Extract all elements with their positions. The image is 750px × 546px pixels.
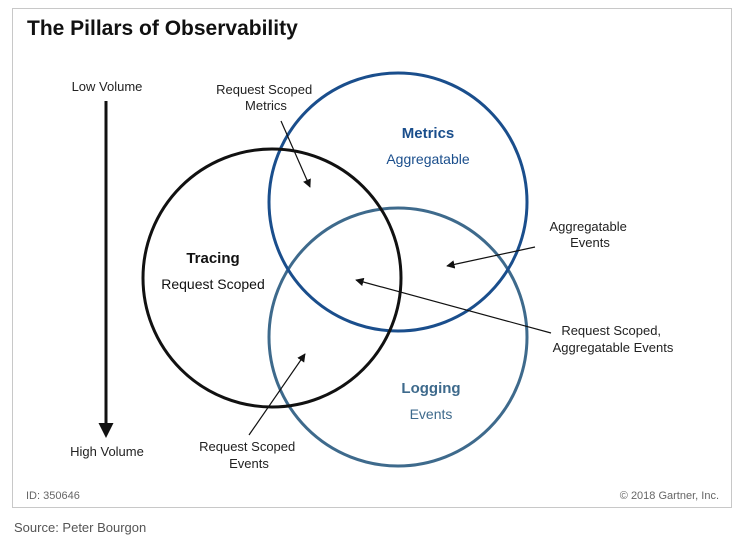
figure-frame: The Pillars of Observability Low Volume … (12, 8, 732, 508)
metrics-subtitle: Aggregatable (386, 151, 470, 167)
callout-request-scoped-aggregatable-events: Request Scoped, Aggregatable Events (553, 323, 674, 355)
callout-request-scoped-metrics-line2: Metrics (245, 98, 287, 113)
low-volume-label: Low Volume (72, 79, 143, 94)
callout-request-scoped-events: Request Scoped Events (199, 439, 299, 471)
arrow-request-scoped-aggregatable-events (355, 277, 552, 334)
metrics-title: Metrics (402, 125, 455, 142)
callout-request-scoped-events-line2: Events (229, 456, 269, 471)
callout-rsae-line2: Aggregatable Events (553, 340, 674, 355)
callout-aggregatable-events: Aggregatable Events (550, 219, 631, 250)
callout-request-scoped-metrics: Request Scoped Metrics (216, 82, 316, 113)
tracing-circle (141, 147, 403, 409)
callout-rsae-line1: Request Scoped, (561, 323, 661, 338)
callout-request-scoped-metrics-line1: Request Scoped (216, 82, 312, 97)
arrow-aggregatable-events (446, 246, 536, 269)
figure-title: The Pillars of Observability (27, 17, 298, 40)
tracing-title: Tracing (186, 250, 239, 267)
copyright-notice: © 2018 Gartner, Inc. (619, 490, 719, 502)
logging-circle (267, 206, 529, 468)
venn-diagram: Low Volume High Volume Metrics Aggregata… (70, 71, 674, 471)
callout-request-scoped-events-line1: Request Scoped (199, 439, 295, 454)
high-volume-label: High Volume (70, 444, 144, 459)
logging-title: Logging (401, 380, 460, 397)
source-caption: Source: Peter Bourgon (14, 520, 147, 535)
arrow-request-scoped-events (248, 353, 306, 436)
logging-subtitle: Events (410, 406, 453, 422)
figure-id: ID: 350646 (26, 490, 80, 502)
metrics-circle (267, 71, 529, 333)
arrow-request-scoped-metrics (280, 120, 311, 188)
callout-aggregatable-events-line2: Events (570, 235, 610, 250)
callout-aggregatable-events-line1: Aggregatable (550, 219, 627, 234)
tracing-subtitle: Request Scoped (161, 276, 265, 292)
